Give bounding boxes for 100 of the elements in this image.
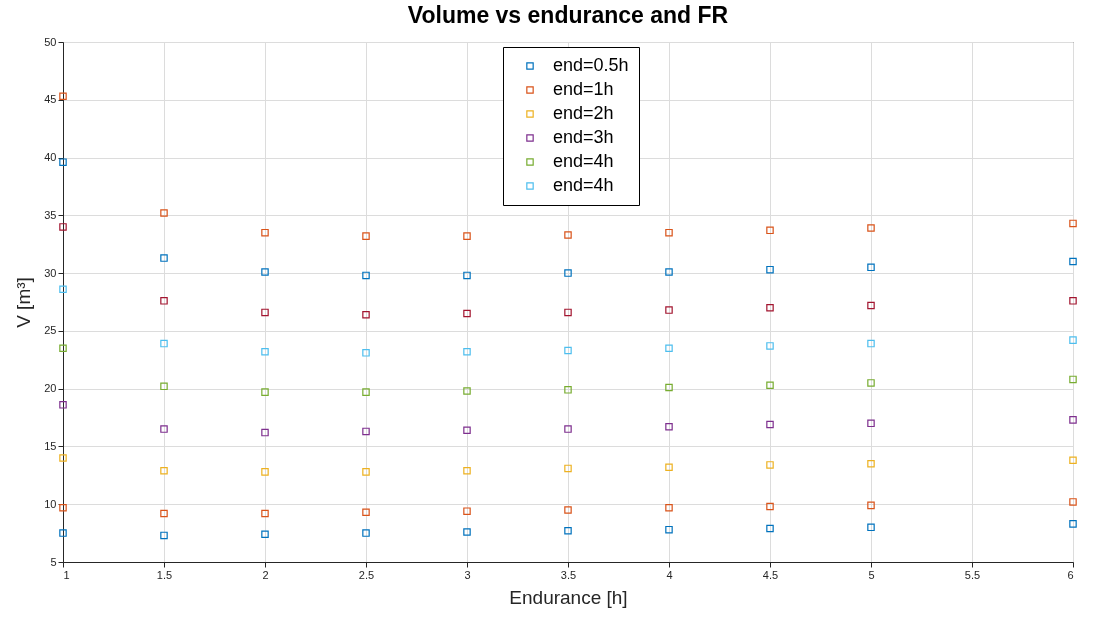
y-tick-label: 25 [44, 324, 57, 337]
point [362, 508, 370, 517]
point [261, 509, 269, 518]
point [362, 427, 370, 436]
point [261, 530, 269, 539]
point [766, 342, 774, 350]
point [867, 339, 875, 348]
x-tick-label: 3.5 [560, 568, 577, 581]
point [867, 263, 875, 272]
point [867, 460, 875, 468]
point [59, 503, 67, 512]
point [665, 503, 673, 512]
point [766, 420, 774, 429]
point [261, 308, 269, 317]
point [362, 232, 370, 240]
point [564, 308, 572, 317]
y-tick-label: 15 [44, 439, 57, 452]
x-tick-label: 4 [666, 568, 673, 581]
point [766, 226, 774, 235]
x-tick-label: 3 [464, 568, 471, 581]
point [1069, 456, 1077, 465]
point [564, 425, 572, 433]
point [665, 423, 673, 431]
point [564, 386, 572, 394]
point [463, 426, 471, 435]
point [665, 344, 673, 352]
point [766, 304, 774, 312]
point [160, 339, 168, 348]
point [867, 224, 875, 232]
point [766, 265, 774, 274]
point [160, 382, 168, 391]
point [665, 268, 673, 276]
y-tick-label: 20 [44, 382, 57, 395]
point [564, 269, 572, 277]
point [463, 309, 471, 318]
point [1069, 257, 1077, 266]
point [362, 271, 370, 280]
x-tick-label: 1.5 [156, 568, 173, 581]
point [362, 349, 370, 357]
legend-label: end=4h [553, 151, 614, 171]
point [463, 387, 471, 395]
point [463, 466, 471, 475]
point [867, 501, 875, 510]
point [564, 527, 572, 535]
point [160, 297, 168, 305]
y-axis-title: V [m³] [13, 277, 35, 328]
point [261, 468, 269, 476]
point [665, 383, 673, 392]
point [1069, 416, 1077, 424]
point [362, 529, 370, 537]
legend-label: end=3h [553, 127, 614, 147]
point [1069, 375, 1077, 384]
point [463, 232, 471, 240]
x-tick-label: 5.5 [964, 568, 981, 581]
point [766, 381, 774, 389]
x-tick-label: 5 [868, 568, 875, 581]
point [665, 228, 673, 237]
y-tick-label: 35 [44, 208, 57, 221]
point [160, 254, 168, 262]
point [463, 271, 471, 280]
point [1069, 520, 1077, 528]
point [867, 419, 875, 428]
x-tick-label: 4.5 [762, 568, 779, 581]
point [766, 461, 774, 469]
point [261, 268, 269, 276]
y-tick-label: 5 [50, 555, 57, 568]
point [59, 529, 67, 537]
point [463, 507, 471, 515]
point [59, 285, 67, 294]
point [766, 524, 774, 533]
point [261, 388, 269, 396]
x-tick-label: 2 [262, 568, 269, 581]
point [261, 428, 269, 437]
point [160, 425, 168, 433]
point [665, 525, 673, 534]
y-tick-label: 30 [44, 266, 57, 279]
point [665, 463, 673, 472]
point [463, 347, 471, 356]
y-tick-label: 45 [44, 93, 57, 106]
x-axis-title: Endurance [h] [509, 586, 628, 608]
point [1069, 336, 1077, 344]
point [564, 506, 572, 514]
legend-label: end=0.5h [553, 55, 629, 75]
point [1069, 297, 1077, 305]
legend-label: end=2h [553, 103, 614, 123]
point [867, 379, 875, 387]
legend-label: end=4h [553, 175, 614, 195]
point [564, 346, 572, 355]
y-tick-label: 40 [44, 151, 57, 164]
x-tick-label: 6 [1067, 568, 1074, 581]
legend-label: end=1h [553, 79, 614, 99]
point [59, 223, 67, 231]
point [59, 92, 67, 101]
point [867, 523, 875, 532]
y-tick-label: 10 [44, 497, 57, 510]
point [160, 209, 168, 217]
point [160, 509, 168, 518]
point [463, 528, 471, 536]
point [564, 464, 572, 473]
point [261, 347, 269, 356]
